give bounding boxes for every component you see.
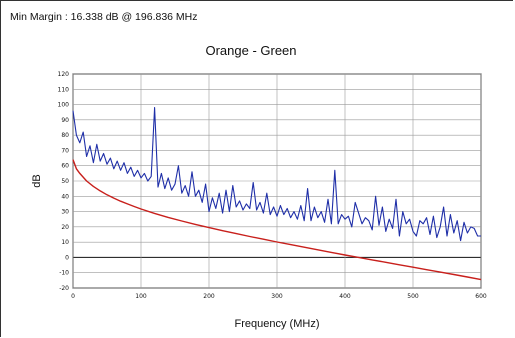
y-tick-label: 100 bbox=[58, 102, 70, 109]
x-tick-label: 300 bbox=[271, 293, 283, 300]
x-axis-label: Frequency (MHz) bbox=[235, 318, 320, 330]
y-tick-label: 90 bbox=[61, 117, 69, 124]
y-tick-label: 20 bbox=[61, 224, 69, 231]
measured-series-line bbox=[72, 107, 481, 242]
x-tick-label: 0 bbox=[71, 293, 75, 300]
y-tick-label: 60 bbox=[61, 163, 69, 170]
y-tick-label: 110 bbox=[58, 86, 70, 93]
y-tick-label: 0 bbox=[65, 254, 69, 261]
min-margin-readout: Min Margin : 16.338 dB @ 196.836 MHz bbox=[10, 11, 198, 23]
x-tick-label: 500 bbox=[407, 293, 419, 300]
x-tick-label: 100 bbox=[135, 293, 147, 300]
x-tick-label: 200 bbox=[203, 293, 215, 300]
y-tick-label: 70 bbox=[61, 147, 69, 154]
y-tick-label: 80 bbox=[61, 132, 69, 139]
y-tick-label: 50 bbox=[61, 178, 69, 185]
y-tick-label: 120 bbox=[58, 71, 70, 78]
y-axis-label: dB bbox=[31, 174, 43, 187]
x-tick-label: 600 bbox=[475, 293, 487, 300]
y-tick-label: 40 bbox=[61, 193, 69, 200]
y-tick-label: 30 bbox=[61, 209, 69, 216]
x-tick-label: 400 bbox=[339, 293, 351, 300]
tick-labels: -20 -10 0 10 20 30 40 50 60 70 80 90 100 110 120 0 100 20… bbox=[58, 71, 487, 300]
chart-title: Orange - Green bbox=[205, 43, 296, 58]
y-tick-label: 10 bbox=[61, 239, 69, 246]
y-tick-label: -20 bbox=[59, 285, 69, 292]
series-lines bbox=[72, 107, 482, 281]
limit-series-line bbox=[72, 159, 482, 281]
y-tick-label: -10 bbox=[59, 270, 69, 277]
